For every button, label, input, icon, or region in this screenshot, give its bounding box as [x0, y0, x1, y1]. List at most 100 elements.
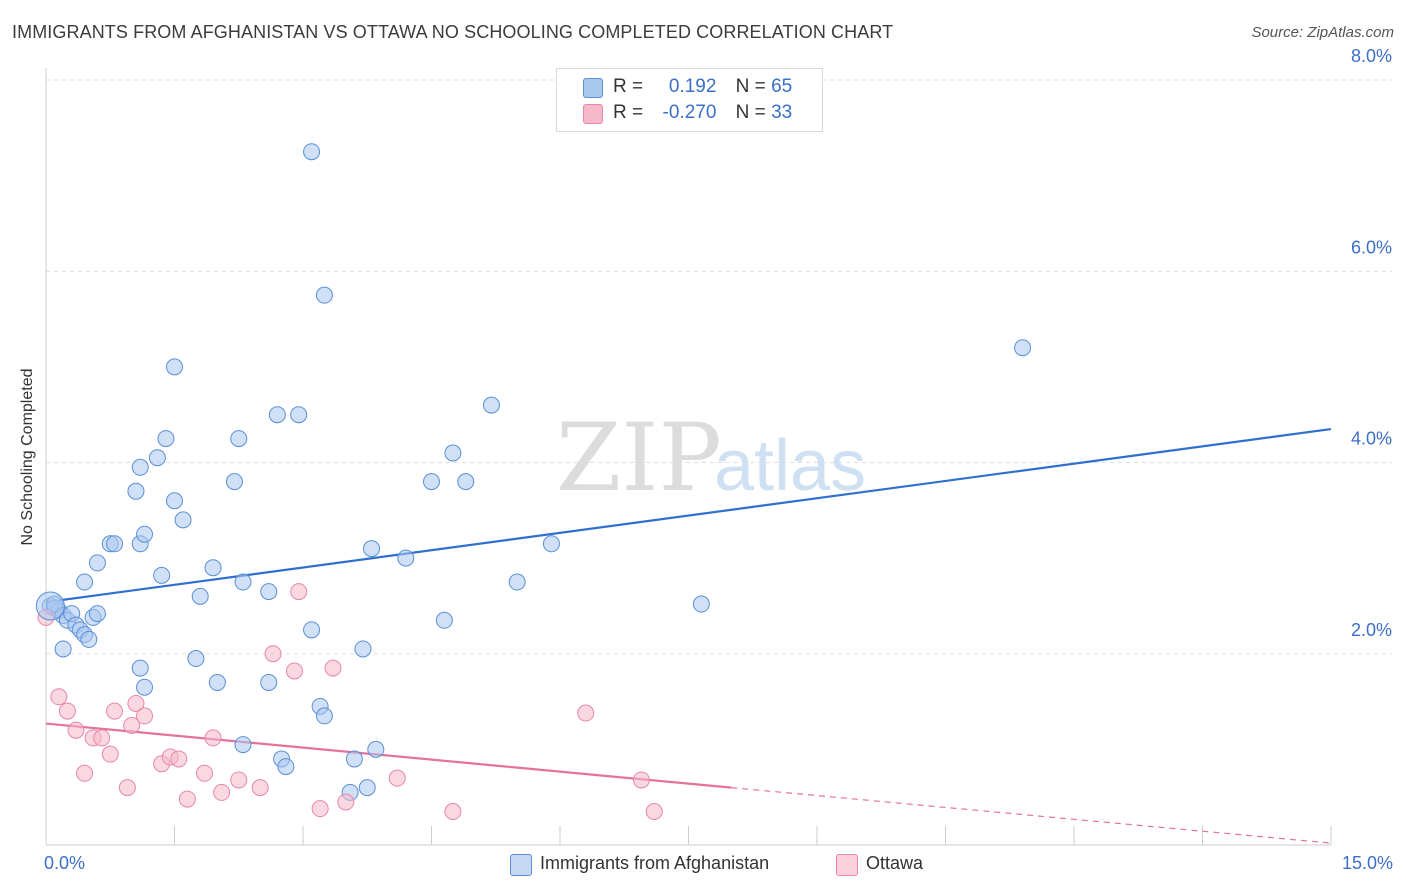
watermark-zip: ZIP [556, 404, 722, 513]
afghanistan-point [542, 535, 560, 553]
ottawa-point [204, 729, 222, 747]
legend-swatch-pink [836, 854, 858, 876]
afghanistan-point [208, 673, 226, 691]
trend-lines [45, 427, 1332, 844]
legend-r-value: -0.270 [662, 102, 717, 123]
ottawa-point [76, 764, 94, 782]
ottawa-point [123, 716, 141, 734]
correlation-legend: R = 0.192 N = 65 R = -0.270 N = 33 [556, 68, 823, 132]
afghanistan-point [136, 678, 154, 696]
ottawa-trend-line [45, 722, 732, 789]
afghanistan-point [260, 583, 278, 601]
y-tick-label: 8.0% [1351, 46, 1392, 66]
afghanistan-point [157, 430, 175, 448]
ottawa-point [251, 779, 269, 797]
ottawa-point [324, 659, 342, 677]
ottawa-point [50, 688, 68, 706]
afghanistan-point [35, 591, 65, 621]
afghanistan-point [290, 406, 308, 424]
legend-swatch-pink [583, 104, 603, 124]
afghanistan-point [131, 659, 149, 677]
afghanistan-point [127, 482, 145, 500]
ottawa-point [290, 583, 308, 601]
afghanistan-point [315, 707, 333, 725]
afghanistan-point [80, 630, 98, 648]
legend-n-value: 33 [771, 102, 793, 123]
legend-swatch-blue [510, 854, 532, 876]
axes [45, 68, 1332, 846]
tick-labels: 2.0% 4.0% 6.0% 8.0% 0.0% 15.0% [44, 46, 1393, 873]
y-tick-label: 6.0% [1351, 237, 1392, 257]
ottawa-trend-extension [731, 787, 1332, 844]
afghanistan-point [234, 573, 252, 591]
afghanistan-point [225, 473, 243, 491]
x-tick-label: 0.0% [44, 853, 85, 873]
afghanistan-point [76, 573, 94, 591]
afghanistan-point [277, 758, 295, 776]
afghanistan-point [187, 650, 205, 668]
afghanistan-point [131, 458, 149, 476]
afghanistan-point [315, 286, 333, 304]
legend-label: Immigrants from Afghanistan [540, 853, 770, 873]
ottawa-point [195, 764, 213, 782]
afghanistan-point [106, 535, 124, 553]
afghanistan-point [148, 449, 166, 467]
ottawa-point [264, 645, 282, 663]
ottawa-point [170, 750, 188, 768]
ottawa-point [127, 694, 145, 712]
legend-r-value: 0.192 [668, 76, 717, 97]
ottawa-point [577, 704, 595, 722]
legend-n-label: N = [735, 102, 766, 123]
afghanistan-point [444, 444, 462, 462]
ottawa-point [311, 800, 329, 818]
afghanistan-point [457, 473, 475, 491]
ottawa-point [337, 793, 355, 811]
afghanistan-point [268, 406, 286, 424]
source-label: Source: ZipAtlas.com [1251, 24, 1394, 41]
legend-n-label: N = [735, 76, 766, 97]
ottawa-point [645, 803, 663, 821]
afghanistan-point [303, 143, 321, 161]
afghanistan-point [367, 740, 385, 758]
afghanistan-point [166, 358, 183, 376]
afghanistan-point [435, 611, 453, 629]
afghanistan-point [166, 492, 183, 510]
ottawa-point [93, 729, 111, 747]
watermark-atlas: atlas [714, 426, 866, 506]
watermark: ZIP atlas [556, 404, 866, 513]
y-tick-label: 4.0% [1351, 429, 1392, 449]
afghanistan-point [260, 673, 278, 691]
afghanistan-point [153, 566, 171, 584]
afghanistan-trend-line [45, 427, 1332, 604]
ottawa-point [58, 702, 76, 720]
afghanistan-point [397, 549, 415, 567]
data-points [35, 143, 1032, 821]
afghanistan-point [363, 540, 381, 558]
afghanistan-point [191, 587, 209, 605]
afghanistan-point [204, 559, 222, 577]
y-tick-label: 2.0% [1351, 620, 1392, 640]
ottawa-point [136, 707, 154, 725]
ottawa-point [388, 769, 406, 787]
afghanistan-point [88, 554, 106, 572]
ottawa-point [444, 803, 462, 821]
afghanistan-point [303, 621, 321, 639]
afghanistan-point [230, 430, 248, 448]
afghanistan-point [1014, 339, 1032, 357]
gridlines [46, 79, 1392, 655]
ottawa-point [118, 779, 136, 797]
afghanistan-point [54, 640, 72, 658]
afghanistan-point [354, 640, 372, 658]
ottawa-point [101, 745, 119, 763]
afghanistan-point [482, 396, 500, 414]
x-tick-label: 15.0% [1342, 853, 1393, 873]
afghanistan-point [174, 511, 192, 529]
ottawa-point [230, 771, 248, 789]
afghanistan-point [508, 573, 526, 591]
afghanistan-point [345, 750, 363, 768]
afghanistan-point [692, 595, 710, 613]
legend-swatch-blue [583, 78, 603, 98]
ottawa-point [285, 662, 303, 680]
ottawa-point [106, 702, 124, 720]
